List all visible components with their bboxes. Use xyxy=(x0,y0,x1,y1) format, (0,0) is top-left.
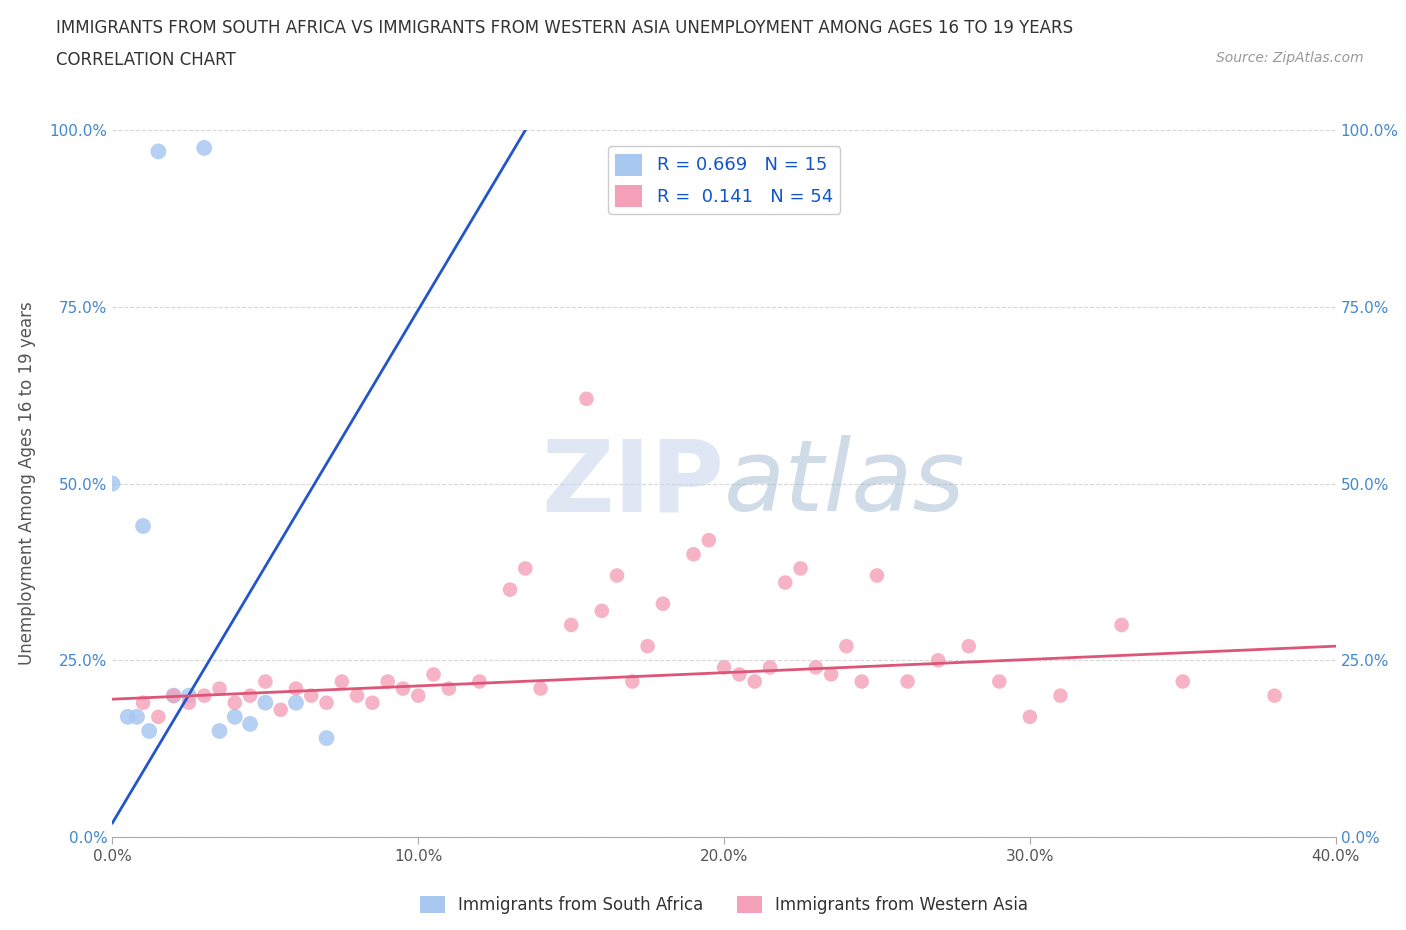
Point xyxy=(468,674,491,689)
Point xyxy=(789,561,811,576)
Point xyxy=(315,696,337,711)
Point xyxy=(193,140,215,155)
Point xyxy=(775,575,797,590)
Point xyxy=(163,688,186,703)
Point xyxy=(637,639,659,654)
Point xyxy=(499,582,522,597)
Point xyxy=(284,681,308,696)
Point xyxy=(851,674,873,689)
Point xyxy=(713,660,735,675)
Point xyxy=(1171,674,1194,689)
Point xyxy=(117,710,139,724)
Point xyxy=(575,392,598,406)
Point xyxy=(866,568,889,583)
Point xyxy=(957,639,980,654)
Point xyxy=(315,731,337,746)
Point xyxy=(132,519,155,534)
Point xyxy=(1264,688,1286,703)
Point xyxy=(606,568,628,583)
Point xyxy=(560,618,582,632)
Point xyxy=(132,696,155,711)
Point xyxy=(148,710,170,724)
Point xyxy=(988,674,1011,689)
Point xyxy=(515,561,537,576)
Text: Source: ZipAtlas.com: Source: ZipAtlas.com xyxy=(1216,51,1364,65)
Text: IMMIGRANTS FROM SOUTH AFRICA VS IMMIGRANTS FROM WESTERN ASIA UNEMPLOYMENT AMONG : IMMIGRANTS FROM SOUTH AFRICA VS IMMIGRAN… xyxy=(56,19,1073,36)
Point xyxy=(530,681,553,696)
Point xyxy=(254,674,277,689)
Point xyxy=(927,653,949,668)
Text: ZIP: ZIP xyxy=(541,435,724,532)
Point xyxy=(177,696,200,711)
Point xyxy=(346,688,368,703)
Point xyxy=(224,696,246,711)
Point xyxy=(224,710,246,724)
Point xyxy=(193,688,215,703)
Point xyxy=(239,688,262,703)
Legend: Immigrants from South Africa, Immigrants from Western Asia: Immigrants from South Africa, Immigrants… xyxy=(413,889,1035,921)
Y-axis label: Unemployment Among Ages 16 to 19 years: Unemployment Among Ages 16 to 19 years xyxy=(18,301,35,666)
Point xyxy=(744,674,766,689)
Point xyxy=(284,696,308,711)
Point xyxy=(148,144,170,159)
Point xyxy=(208,681,231,696)
Point xyxy=(682,547,704,562)
Point xyxy=(437,681,460,696)
Point xyxy=(208,724,231,738)
Point xyxy=(299,688,322,703)
Text: atlas: atlas xyxy=(724,435,966,532)
Point xyxy=(1111,618,1133,632)
Point xyxy=(697,533,720,548)
Point xyxy=(897,674,920,689)
Point xyxy=(728,667,751,682)
Point xyxy=(361,696,384,711)
Point xyxy=(759,660,782,675)
Text: CORRELATION CHART: CORRELATION CHART xyxy=(56,51,236,69)
Point xyxy=(177,688,200,703)
Point xyxy=(163,688,186,703)
Point xyxy=(1049,688,1071,703)
Point xyxy=(621,674,644,689)
Point xyxy=(835,639,858,654)
Point xyxy=(138,724,160,738)
Point xyxy=(422,667,444,682)
Point xyxy=(392,681,415,696)
Point xyxy=(101,476,124,491)
Point xyxy=(804,660,827,675)
Point xyxy=(377,674,399,689)
Point xyxy=(820,667,842,682)
Point xyxy=(408,688,430,703)
Point xyxy=(239,716,262,731)
Point xyxy=(270,702,292,717)
Point xyxy=(125,710,148,724)
Point xyxy=(254,696,277,711)
Point xyxy=(1018,710,1040,724)
Point xyxy=(652,596,675,611)
Point xyxy=(591,604,613,618)
Point xyxy=(330,674,353,689)
